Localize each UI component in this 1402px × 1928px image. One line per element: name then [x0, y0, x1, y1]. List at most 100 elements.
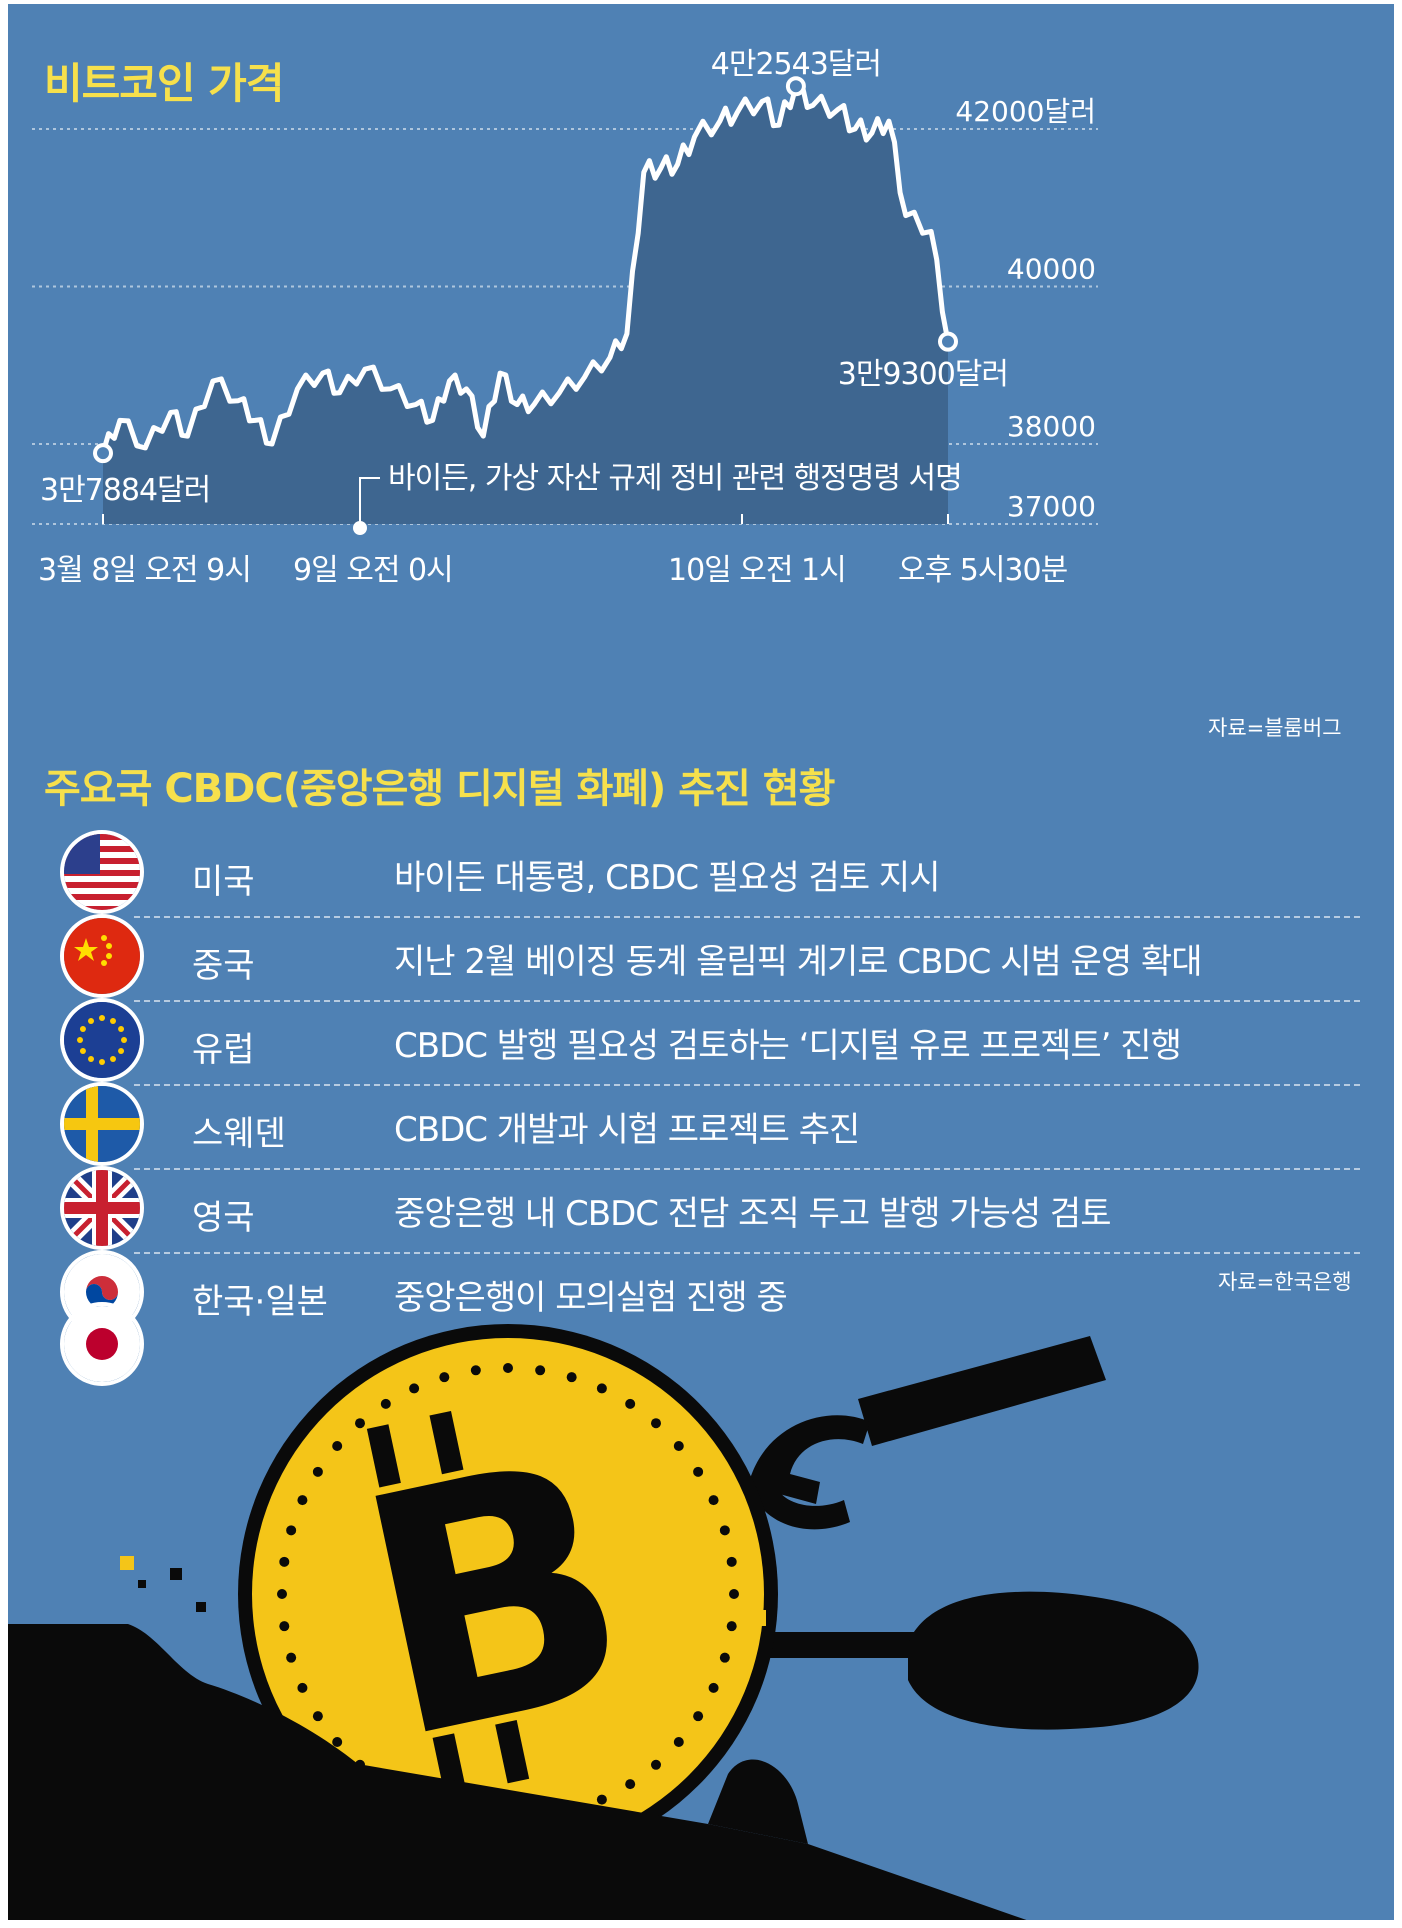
eu-star: [79, 1048, 86, 1054]
coin-rim-dot: [708, 1682, 719, 1693]
cbdc-description: 중앙은행이 모의실험 진행 중: [394, 1278, 788, 1318]
cbdc-description: 바이든 대통령, CBDC 필요성 검토 지시: [394, 858, 940, 898]
bitcoin-price-chart: 42000달러 40000 38000 37000 3월 8일 오전 9시 9일 오전 …: [32, 47, 1098, 588]
cbdc-row-usa: 미국 바이든 대통령, CBDC 필요성 검토 지시: [8, 830, 1394, 918]
coin-rim-dot: [355, 1418, 366, 1429]
start-point-marker: [93, 443, 113, 464]
coin-rim-dot: [693, 1711, 704, 1722]
eu-flag-icon: [60, 998, 144, 1082]
coin-rim-dot: [726, 1556, 737, 1567]
coin-rim-dot: [729, 1589, 739, 1599]
coin-rim-dot: [279, 1556, 290, 1567]
country-name: 중국: [192, 946, 255, 986]
coin-rim-dot: [726, 1621, 737, 1632]
cbdc-source: 자료=한국은행: [1218, 1270, 1352, 1294]
country-name: 영국: [192, 1198, 255, 1238]
coin-rim-dot: [535, 1365, 546, 1376]
coin-rim-dot: [566, 1372, 577, 1383]
coin-rim-dot: [650, 1759, 661, 1770]
coin-rim-dot: [673, 1736, 684, 1747]
end-value-label: 3만9300달러: [838, 357, 1008, 392]
cbdc-title: 주요국 CBDC(중앙은행 디지털 화폐) 추진 현황: [44, 766, 835, 812]
coin-rim-dot: [286, 1525, 297, 1536]
sweden-flag-icon: [60, 1082, 144, 1166]
coin-rim-dot: [673, 1441, 684, 1452]
ground-shape: [8, 1624, 1027, 1920]
eu-star: [110, 1017, 116, 1024]
row-divider: [134, 1168, 1360, 1170]
coin-rim-dot: [596, 1794, 607, 1805]
bitcoin-illustration: B: [8, 1324, 1199, 1920]
y-tick-label: 40000: [1007, 253, 1096, 286]
coin-rim-dot: [503, 1363, 513, 1373]
cbdc-description: 중앙은행 내 CBDC 전담 조직 두고 발행 가능성 검토: [394, 1194, 1111, 1234]
eu-star: [88, 1017, 94, 1024]
china-flag-icon: [60, 914, 144, 998]
coin-rim-dot: [470, 1365, 481, 1376]
japan-flag-icon: [60, 1302, 144, 1386]
eu-star: [79, 1026, 86, 1032]
coin-rim-dot: [380, 1398, 391, 1409]
coin-rim-dot: [286, 1652, 297, 1663]
screwdriver-icon: [728, 1591, 1199, 1730]
cbdc-row-uk: 영국 중앙은행 내 CBDC 전담 조직 두고 발행 가능성 검토: [8, 1166, 1394, 1254]
peak-value-label: 4만2543달러: [711, 47, 881, 82]
x-tick-label: 3월 8일 오전 9시: [38, 553, 251, 588]
coin-rim-dot: [439, 1372, 450, 1383]
eu-star: [118, 1026, 125, 1032]
eu-star: [99, 1059, 105, 1065]
x-tick-label: 9일 오전 0시: [293, 553, 453, 588]
cbdc-row-sweden: 스웨덴 CBDC 개발과 시험 프로젝트 추진: [8, 1082, 1394, 1170]
bitcoin-coin-icon: B: [238, 1324, 778, 1864]
eu-star: [77, 1037, 83, 1043]
eu-star: [110, 1056, 116, 1063]
chart-title: 비트코인 가격: [44, 59, 284, 108]
country-name: 스웨덴: [192, 1114, 286, 1154]
annotation-marker: [353, 521, 367, 535]
y-tick-label: 42000달러: [955, 95, 1096, 128]
coin-rim-dot: [332, 1441, 343, 1452]
coin-rim-dot: [719, 1525, 730, 1536]
coin-rim-dot: [277, 1589, 287, 1599]
coin-rim-dot: [625, 1398, 636, 1409]
coin-rim-dot: [279, 1621, 290, 1632]
country-name: 한국·일본: [192, 1282, 328, 1322]
coin-rim-dot: [625, 1779, 636, 1790]
chart-source: 자료=블룸버그: [1208, 716, 1342, 740]
price-line: [100, 79, 951, 454]
x-tick-label: 오후 5시30분: [898, 553, 1068, 588]
coin-rim-dot: [693, 1466, 704, 1477]
coin-rim-dot: [297, 1682, 308, 1693]
price-area: [103, 82, 948, 524]
row-divider: [134, 1252, 1360, 1254]
coin-rim-dot: [332, 1736, 343, 1747]
coin-rim-dot: [297, 1495, 308, 1506]
country-name: 미국: [192, 862, 255, 902]
coin-rim-dot: [409, 1383, 420, 1394]
y-tick-label: 37000: [1007, 490, 1096, 523]
coin-rim-dot: [650, 1418, 661, 1429]
cbdc-description: CBDC 발행 필요성 검토하는 ‘디지털 유로 프로젝트’ 진행: [394, 1026, 1182, 1066]
annotation-leader-line: [359, 477, 380, 520]
coin-rim-dot: [708, 1495, 719, 1506]
peak-point-marker: [785, 76, 806, 97]
wrench-icon: [750, 1336, 1106, 1530]
coin-rim-dot: [312, 1711, 323, 1722]
end-point-marker: [938, 331, 958, 352]
x-tick-label: 10일 오전 1시: [668, 553, 846, 588]
cbdc-row-china: 중국 지난 2월 베이징 동계 올림픽 계기로 CBDC 시범 운영 확대: [8, 914, 1394, 1002]
start-value-label: 3만7884달러: [40, 473, 210, 508]
eu-star: [121, 1037, 127, 1043]
coin-rim-dot: [719, 1652, 730, 1663]
eu-star: [118, 1048, 125, 1054]
coin-rim-dot: [312, 1466, 323, 1477]
country-name: 유럽: [192, 1030, 255, 1070]
annotation-label: 바이든, 가상 자산 규제 정비 관련 행정명령 서명: [388, 461, 962, 496]
eu-star: [88, 1056, 94, 1063]
row-divider: [134, 916, 1360, 918]
coin-rim-dot: [596, 1383, 607, 1394]
uk-flag-icon: [60, 1166, 144, 1250]
cbdc-description: CBDC 개발과 시험 프로젝트 추진: [394, 1110, 860, 1150]
y-tick-label: 38000: [1007, 410, 1096, 443]
row-divider: [134, 1000, 1360, 1002]
